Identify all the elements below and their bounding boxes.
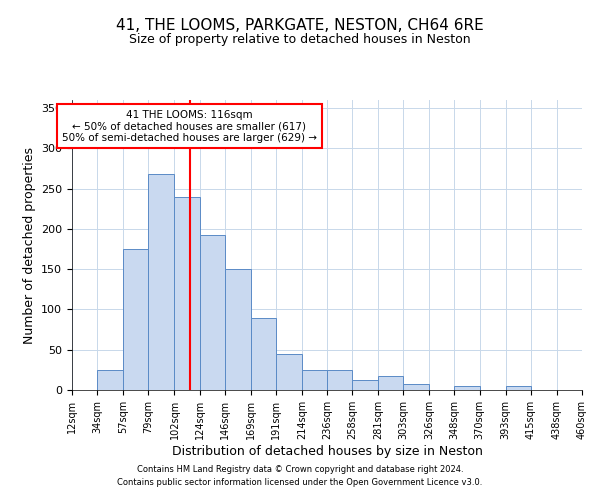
Text: Contains HM Land Registry data © Crown copyright and database right 2024.: Contains HM Land Registry data © Crown c… [137,466,463,474]
Text: Contains public sector information licensed under the Open Government Licence v3: Contains public sector information licen… [118,478,482,487]
Bar [327,370,352,390]
Bar [352,380,378,390]
X-axis label: Distribution of detached houses by size in Neston: Distribution of detached houses by size … [172,444,482,458]
Bar [199,236,224,390]
Bar [224,269,251,390]
Y-axis label: Number of detached properties: Number of detached properties [23,146,35,344]
Bar [302,370,327,390]
Text: 41 THE LOOMS: 116sqm
← 50% of detached houses are smaller (617)
50% of semi-deta: 41 THE LOOMS: 116sqm ← 50% of detached h… [62,110,317,143]
Bar [506,386,531,390]
Bar [123,249,148,390]
Bar [455,386,479,390]
Bar [378,376,403,390]
Bar [276,354,302,390]
Text: Size of property relative to detached houses in Neston: Size of property relative to detached ho… [129,32,471,46]
Bar [97,370,123,390]
Bar [175,196,199,390]
Bar [148,174,175,390]
Text: 41, THE LOOMS, PARKGATE, NESTON, CH64 6RE: 41, THE LOOMS, PARKGATE, NESTON, CH64 6R… [116,18,484,32]
Bar [403,384,430,390]
Bar [251,318,276,390]
